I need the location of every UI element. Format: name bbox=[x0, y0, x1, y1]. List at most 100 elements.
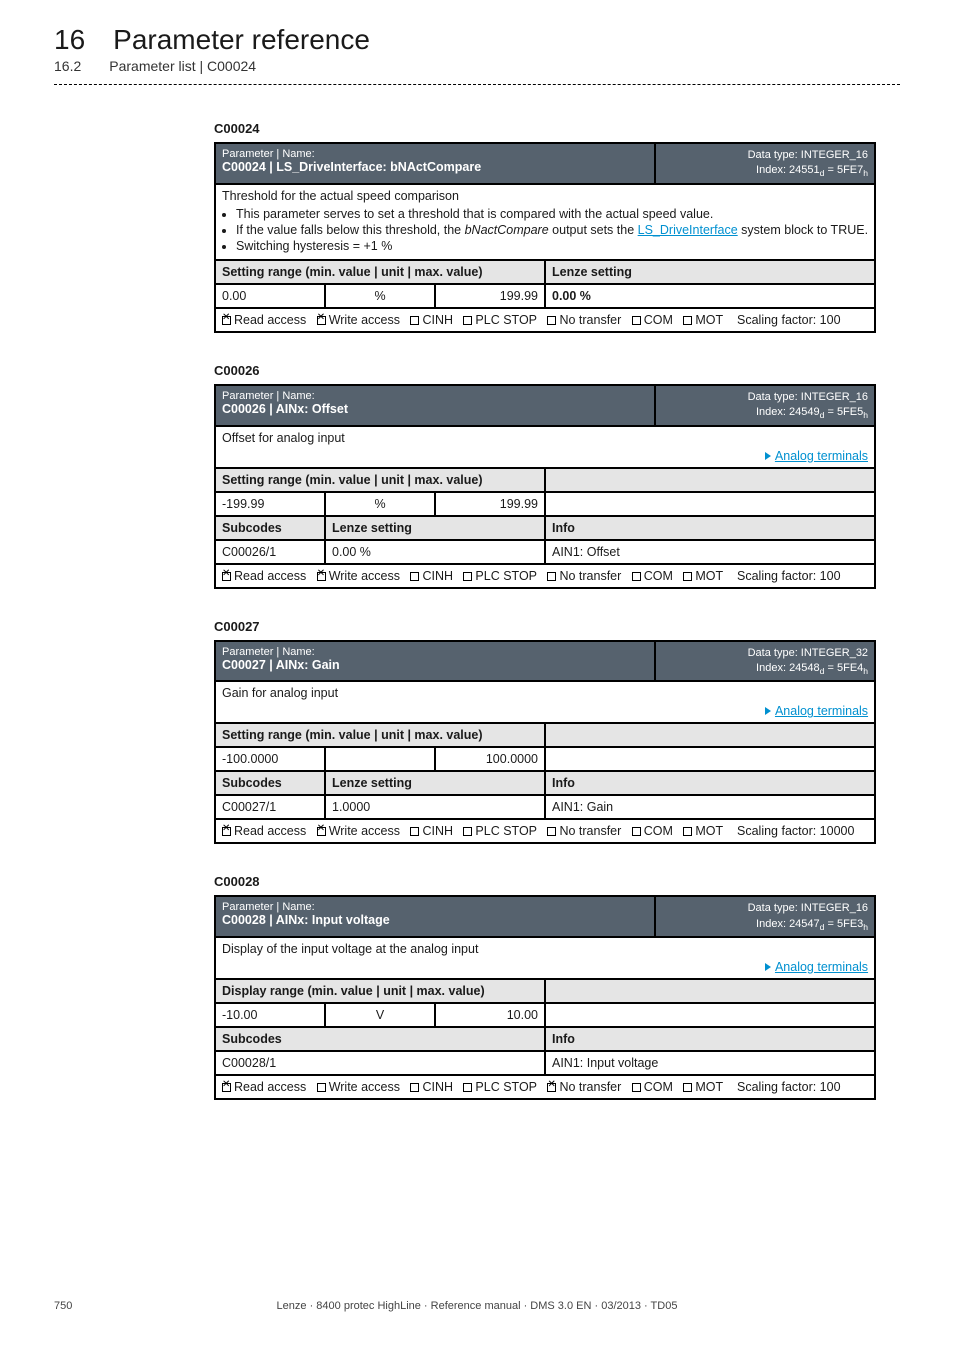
param-name-cell: Parameter | Name: C00027 | AINx: Gain bbox=[215, 641, 655, 682]
empty-cell bbox=[545, 468, 875, 492]
cinh-label: CINH bbox=[422, 1080, 453, 1094]
setting-range-header: Setting range (min. value | unit | max. … bbox=[215, 260, 875, 284]
subcodes-label: Subcodes bbox=[215, 771, 325, 795]
read-access-label: Read access bbox=[234, 569, 306, 583]
no-transfer-checkbox bbox=[547, 1083, 556, 1092]
param-name-value: C00027 | AINx: Gain bbox=[222, 658, 648, 672]
no-transfer-label: No transfer bbox=[559, 824, 621, 838]
info-label: Info bbox=[545, 1027, 875, 1051]
scaling-factor: Scaling factor: 100 bbox=[737, 313, 841, 327]
param-datatype-cell: Data type: INTEGER_16 Index: 24551d = 5F… bbox=[655, 143, 875, 184]
mot-checkbox bbox=[683, 827, 692, 836]
cinh-checkbox bbox=[410, 316, 419, 325]
setting-range-header: Setting range (min. value | unit | max. … bbox=[215, 468, 875, 492]
table-row: C00027/1 1.0000 AIN1: Gain bbox=[215, 795, 875, 819]
unit: V bbox=[325, 1003, 435, 1027]
list-item: Switching hysteresis = +1 % bbox=[236, 239, 868, 253]
mot-label: MOT bbox=[695, 824, 723, 838]
subcode-info: AIN1: Offset bbox=[545, 540, 875, 564]
mot-label: MOT bbox=[695, 313, 723, 327]
max-value: 199.99 bbox=[435, 492, 545, 516]
param-name-label: Parameter | Name: bbox=[222, 646, 648, 658]
subcode-info: AIN1: Input voltage bbox=[545, 1051, 875, 1075]
write-access-checkbox bbox=[317, 572, 326, 581]
access-flags-row: Read access Write access CINH PLC STOP N… bbox=[215, 819, 875, 843]
com-checkbox bbox=[632, 827, 641, 836]
section-title: Parameter list | C00024 bbox=[109, 58, 256, 74]
param-name-cell: Parameter | Name: C00028 | AINx: Input v… bbox=[215, 896, 655, 937]
read-access-label: Read access bbox=[234, 313, 306, 327]
empty-cell bbox=[325, 747, 435, 771]
subcode: C00028/1 bbox=[215, 1051, 545, 1075]
empty-cell bbox=[545, 1003, 875, 1027]
write-access-label: Write access bbox=[329, 569, 400, 583]
param-datatype: Data type: INTEGER_32 bbox=[748, 647, 868, 659]
analog-terminals-link[interactable]: Analog terminals bbox=[775, 449, 868, 463]
plc-stop-checkbox bbox=[463, 1083, 472, 1092]
chapter-number: 16 bbox=[54, 24, 85, 56]
mot-checkbox bbox=[683, 316, 692, 325]
param-datatype: Data type: INTEGER_16 bbox=[748, 391, 868, 403]
subcodes-header: Subcodes Info bbox=[215, 1027, 875, 1051]
subcode-setting: 0.00 % bbox=[325, 540, 545, 564]
analog-terminals-link[interactable]: Analog terminals bbox=[775, 960, 868, 974]
param-index-eq: = 5FE3 bbox=[824, 918, 863, 930]
access-flags-cell: Read access Write access CINH PLC STOP N… bbox=[215, 564, 875, 588]
param-block-c00027: C00027 Parameter | Name: C00027 | AINx: … bbox=[214, 619, 900, 845]
drive-interface-link[interactable]: LS_DriveInterface bbox=[638, 223, 738, 237]
param-description: Offset for analog input Analog terminals bbox=[215, 426, 875, 468]
analog-terminals-link[interactable]: Analog terminals bbox=[775, 704, 868, 718]
plc-stop-checkbox bbox=[463, 827, 472, 836]
no-transfer-checkbox bbox=[547, 316, 556, 325]
subcodes-header: Subcodes Lenze setting Info bbox=[215, 771, 875, 795]
subcodes-header: Subcodes Lenze setting Info bbox=[215, 516, 875, 540]
table-row: Display of the input voltage at the anal… bbox=[215, 937, 875, 979]
text-fragment: output sets the bbox=[549, 223, 638, 237]
divider bbox=[54, 84, 900, 85]
table-row: 0.00 % 199.99 0.00 % bbox=[215, 284, 875, 308]
plc-stop-checkbox bbox=[463, 316, 472, 325]
subcode: C00027/1 bbox=[215, 795, 325, 819]
cinh-checkbox bbox=[410, 572, 419, 581]
lenze-setting-label: Lenze setting bbox=[325, 516, 545, 540]
param-name-value: C00026 | AINx: Offset bbox=[222, 402, 648, 416]
section-header: 16.2 Parameter list | C00024 bbox=[54, 58, 900, 74]
write-access-checkbox bbox=[317, 1083, 326, 1092]
display-range-header: Display range (min. value | unit | max. … bbox=[215, 979, 875, 1003]
list-item: If the value falls below this threshold,… bbox=[236, 223, 868, 237]
com-checkbox bbox=[632, 316, 641, 325]
sub-h: h bbox=[863, 410, 868, 420]
com-label: COM bbox=[644, 313, 673, 327]
triangle-icon bbox=[765, 452, 771, 460]
empty-cell bbox=[545, 747, 875, 771]
mot-label: MOT bbox=[695, 1080, 723, 1094]
param-block-c00026: C00026 Parameter | Name: C00026 | AINx: … bbox=[214, 363, 900, 589]
setting-range-label: Setting range (min. value | unit | max. … bbox=[215, 723, 545, 747]
access-flags-row: Read access Write access CINH PLC STOP N… bbox=[215, 1075, 875, 1099]
mot-label: MOT bbox=[695, 569, 723, 583]
param-datatype: Data type: INTEGER_16 bbox=[748, 149, 868, 161]
param-index-eq: = 5FE7 bbox=[824, 164, 863, 176]
write-access-label: Write access bbox=[329, 313, 400, 327]
write-access-label: Write access bbox=[329, 1080, 400, 1094]
table-row: Gain for analog input Analog terminals bbox=[215, 681, 875, 723]
subcodes-label: Subcodes bbox=[215, 516, 325, 540]
sub-h: h bbox=[863, 666, 868, 676]
min-value: 0.00 bbox=[215, 284, 325, 308]
scaling-factor: Scaling factor: 100 bbox=[737, 1080, 841, 1094]
com-label: COM bbox=[644, 1080, 673, 1094]
param-index-base: Index: 24547 bbox=[756, 918, 820, 930]
subcode-setting: 1.0000 bbox=[325, 795, 545, 819]
param-heading: C00026 bbox=[214, 363, 900, 378]
triangle-icon bbox=[765, 963, 771, 971]
min-value: -10.00 bbox=[215, 1003, 325, 1027]
access-flags-cell: Read access Write access CINH PLC STOP N… bbox=[215, 308, 875, 332]
param-name-label: Parameter | Name: bbox=[222, 390, 648, 402]
param-index-eq: = 5FE5 bbox=[824, 406, 863, 418]
plc-stop-label: PLC STOP bbox=[475, 569, 537, 583]
com-checkbox bbox=[632, 1083, 641, 1092]
param-datatype-cell: Data type: INTEGER_16 Index: 24549d = 5F… bbox=[655, 385, 875, 426]
plc-stop-checkbox bbox=[463, 572, 472, 581]
table-row: C00028/1 AIN1: Input voltage bbox=[215, 1051, 875, 1075]
table-row: Threshold for the actual speed compariso… bbox=[215, 184, 875, 260]
